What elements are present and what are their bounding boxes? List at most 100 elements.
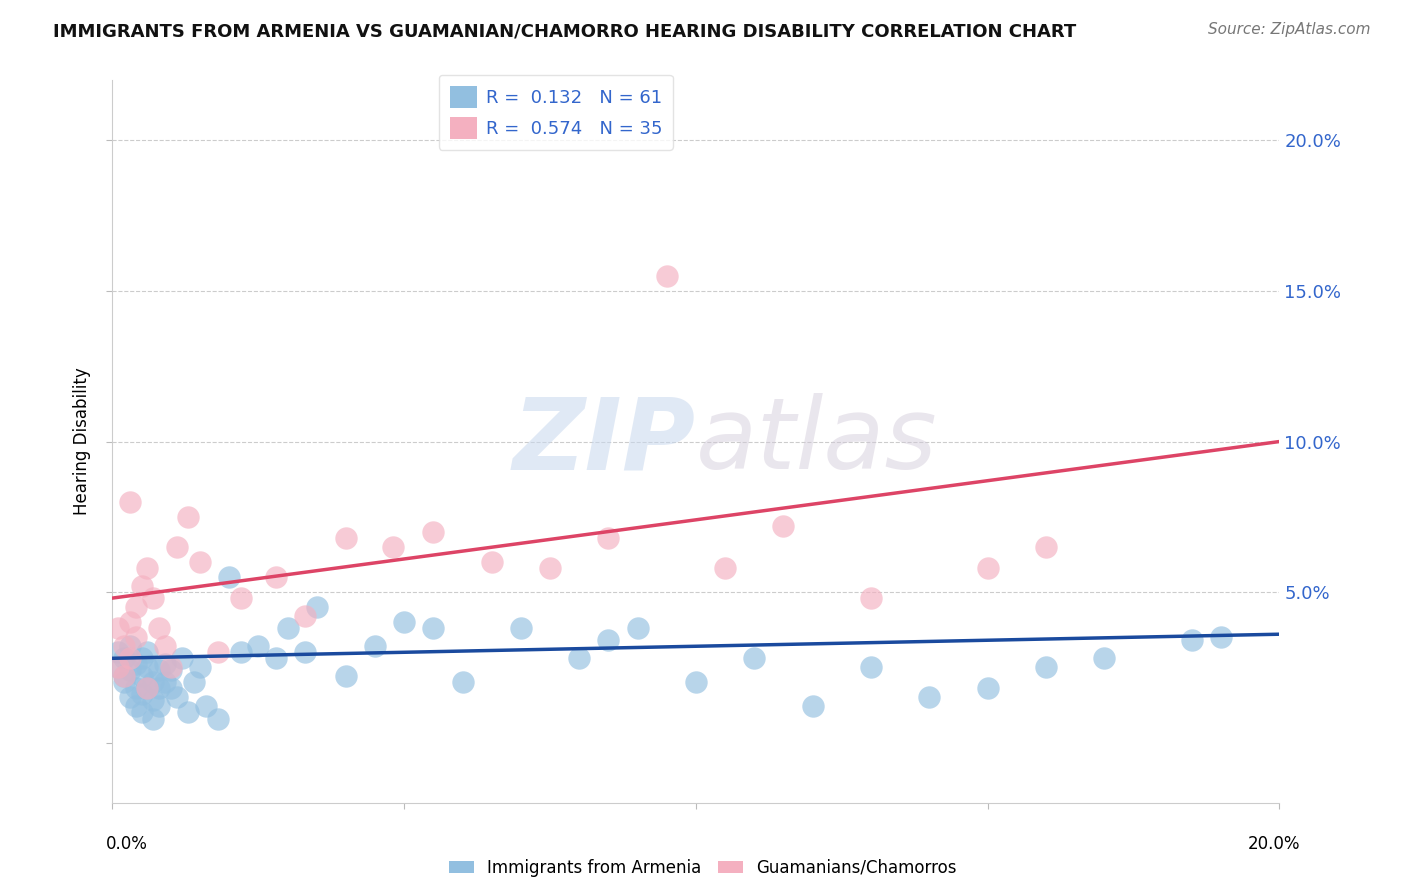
Point <box>229 645 252 659</box>
Point <box>142 693 165 707</box>
Point <box>172 651 194 665</box>
Point <box>153 639 176 653</box>
Point <box>160 664 183 678</box>
Point <box>136 681 159 696</box>
Point <box>742 651 765 665</box>
Point <box>1209 630 1232 644</box>
Point <box>229 591 252 606</box>
Point <box>131 687 153 701</box>
Point <box>118 651 141 665</box>
Point <box>194 699 217 714</box>
Point <box>207 712 229 726</box>
Point <box>655 268 678 283</box>
Point <box>142 591 165 606</box>
Point <box>218 570 240 584</box>
Point <box>335 531 357 545</box>
Point <box>118 664 141 678</box>
Point <box>112 639 135 653</box>
Point <box>294 609 316 624</box>
Text: atlas: atlas <box>696 393 938 490</box>
Point <box>136 681 159 696</box>
Point <box>160 681 183 696</box>
Point <box>801 699 824 714</box>
Text: IMMIGRANTS FROM ARMENIA VS GUAMANIAN/CHAMORRO HEARING DISABILITY CORRELATION CHA: IMMIGRANTS FROM ARMENIA VS GUAMANIAN/CHA… <box>53 22 1077 40</box>
Point <box>598 633 620 648</box>
Y-axis label: Hearing Disability: Hearing Disability <box>73 368 91 516</box>
Point <box>136 645 159 659</box>
Point <box>118 639 141 653</box>
Point <box>125 657 148 672</box>
Point <box>118 690 141 705</box>
Point <box>107 645 129 659</box>
Point <box>125 600 148 615</box>
Point <box>1094 651 1116 665</box>
Point <box>131 651 153 665</box>
Point <box>112 675 135 690</box>
Point <box>107 621 129 635</box>
Point <box>148 664 170 678</box>
Point <box>148 621 170 635</box>
Point <box>772 518 794 533</box>
Point <box>125 681 148 696</box>
Point <box>305 600 328 615</box>
Text: 0.0%: 0.0% <box>105 835 148 853</box>
Point <box>335 669 357 683</box>
Point <box>918 690 941 705</box>
Point <box>188 660 211 674</box>
Point <box>166 540 188 554</box>
Text: Source: ZipAtlas.com: Source: ZipAtlas.com <box>1208 22 1371 37</box>
Point <box>451 675 474 690</box>
Legend: R =  0.132   N = 61, R =  0.574   N = 35: R = 0.132 N = 61, R = 0.574 N = 35 <box>439 75 673 150</box>
Point <box>177 509 200 524</box>
Point <box>148 681 170 696</box>
Point <box>1035 660 1057 674</box>
Point <box>276 621 298 635</box>
Point <box>860 660 883 674</box>
Point <box>1035 540 1057 554</box>
Point <box>112 651 135 665</box>
Point <box>422 621 444 635</box>
Point <box>177 706 200 720</box>
Point <box>136 561 159 575</box>
Legend: Immigrants from Armenia, Guamanians/Chamorros: Immigrants from Armenia, Guamanians/Cham… <box>443 853 963 884</box>
Point <box>627 621 650 635</box>
Point <box>364 639 387 653</box>
Point <box>264 651 287 665</box>
Point <box>183 675 205 690</box>
Point <box>125 630 148 644</box>
Point <box>598 531 620 545</box>
Point <box>714 561 737 575</box>
Point <box>976 561 998 575</box>
Point <box>685 675 707 690</box>
Point <box>509 621 531 635</box>
Point <box>107 660 129 674</box>
Point <box>131 579 153 593</box>
Point <box>112 669 135 683</box>
Point <box>125 699 148 714</box>
Point <box>422 524 444 539</box>
Point <box>481 555 503 569</box>
Point <box>160 660 183 674</box>
Point <box>188 555 211 569</box>
Point <box>264 570 287 584</box>
Point <box>1181 633 1204 648</box>
Point <box>153 657 176 672</box>
Point <box>153 675 176 690</box>
Point <box>142 675 165 690</box>
Point <box>394 615 416 630</box>
Text: 20.0%: 20.0% <box>1249 835 1301 853</box>
Point <box>118 615 141 630</box>
Point <box>107 660 129 674</box>
Point <box>131 706 153 720</box>
Point <box>118 494 141 508</box>
Point <box>381 540 404 554</box>
Point <box>207 645 229 659</box>
Point <box>860 591 883 606</box>
Point <box>148 699 170 714</box>
Text: ZIP: ZIP <box>513 393 696 490</box>
Point <box>112 669 135 683</box>
Point <box>247 639 270 653</box>
Point <box>136 660 159 674</box>
Point <box>142 712 165 726</box>
Point <box>131 669 153 683</box>
